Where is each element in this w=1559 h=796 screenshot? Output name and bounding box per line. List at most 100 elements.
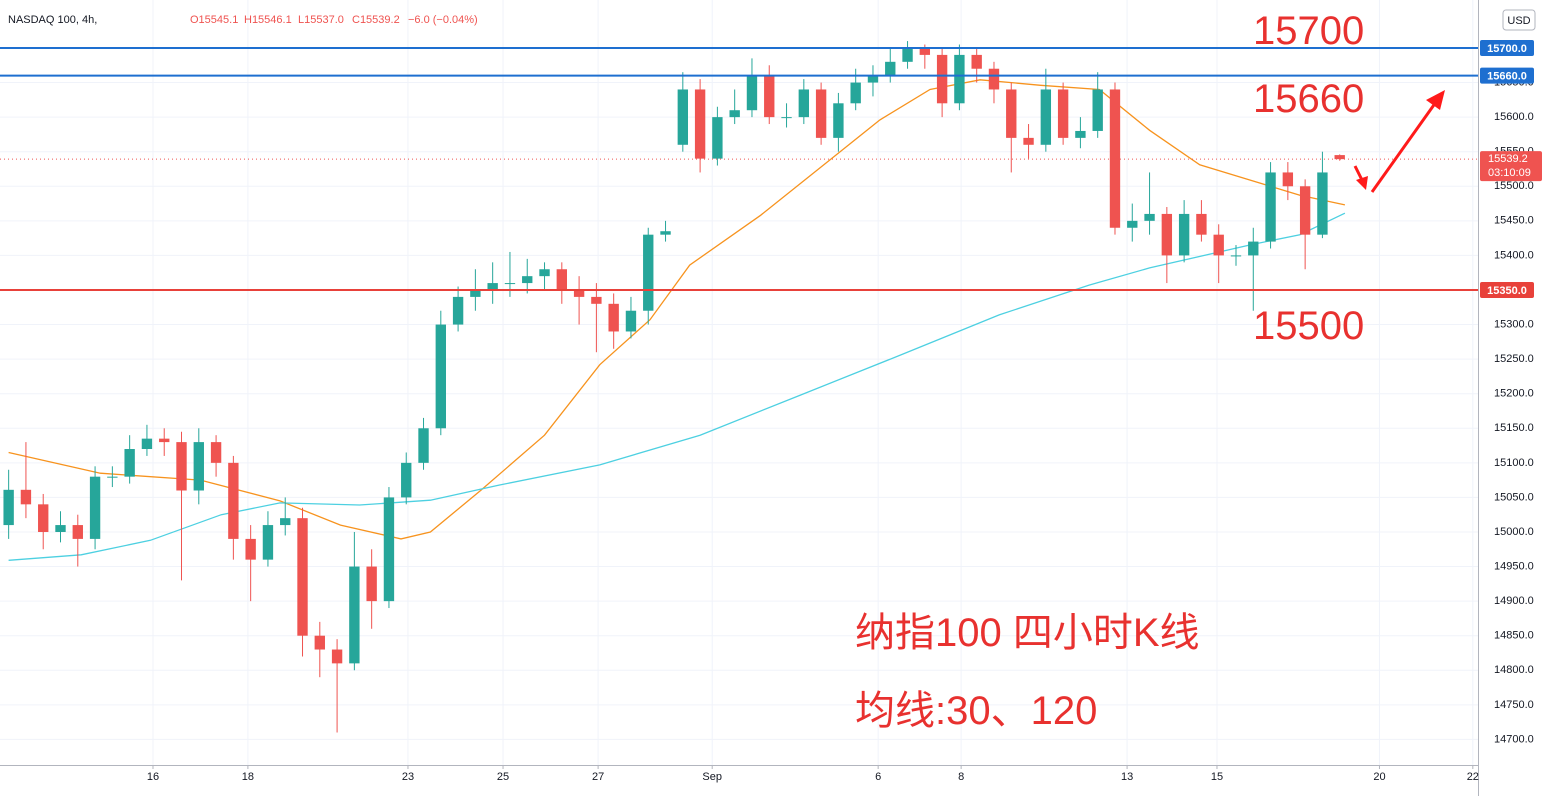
y-tick-label: 15250.0: [1494, 353, 1534, 365]
candle-body: [556, 269, 567, 290]
annotation: 15700: [1253, 9, 1364, 53]
candle-body: [1057, 89, 1069, 138]
y-tick-label: 15050.0: [1494, 491, 1534, 503]
candle-body: [107, 476, 118, 478]
candle-body: [159, 438, 170, 443]
candle-body: [349, 566, 360, 664]
currency[interactable]: USD: [1507, 15, 1530, 27]
candle-body: [452, 296, 464, 325]
annotation: 15500: [1253, 304, 1364, 348]
candle-body: [954, 54, 965, 104]
price-label-box: [1480, 67, 1534, 84]
candle-body: [988, 68, 1000, 90]
candle-body: [435, 324, 446, 429]
candle-body: [228, 462, 239, 539]
candle-body: [1282, 172, 1294, 187]
candle-body: [504, 283, 516, 285]
x-tick-label: 16: [147, 771, 159, 783]
y-tick-label: 15150.0: [1494, 422, 1534, 434]
arrows: [1353, 90, 1445, 193]
candle-body: [643, 234, 654, 311]
last-price-box: [1480, 151, 1542, 182]
candle-body: [314, 635, 325, 650]
x-tick-label: 22: [1467, 771, 1479, 783]
x-tick-label: 20: [1373, 771, 1385, 783]
y-tick-label: 14750.0: [1494, 699, 1534, 711]
candle-body: [850, 82, 861, 104]
candle-body: [193, 442, 204, 491]
price-label-box: [1480, 39, 1534, 56]
candle-body: [712, 117, 723, 159]
y-tick-label: 14850.0: [1494, 630, 1534, 642]
y-tick-label: 14800.0: [1494, 664, 1534, 676]
candle-body: [573, 289, 585, 297]
legend-open: O15545.1: [190, 14, 238, 26]
ohlc-legend: O15545.1 H15546.1 L15537.0 C15539.2 −6.0…: [190, 14, 478, 26]
y-tick-label: 15200.0: [1494, 388, 1534, 400]
y-tick-label: 15000.0: [1494, 526, 1534, 538]
price-label: 15350.0: [1487, 285, 1527, 297]
candle-body: [1109, 89, 1121, 228]
candle-body: [1161, 213, 1173, 256]
candle-body: [55, 525, 66, 532]
candle-body: [1075, 130, 1086, 138]
candle-body: [1213, 234, 1224, 256]
candle-body: [625, 310, 637, 332]
candle-body: [522, 276, 533, 284]
candle-body: [470, 289, 481, 297]
candle-body: [297, 518, 308, 636]
y-tick-label: 15100.0: [1494, 457, 1534, 469]
price-label-box: [1480, 281, 1534, 298]
candle-body: [1023, 137, 1034, 145]
candle-body: [833, 103, 844, 138]
candle-body: [210, 442, 222, 463]
y-tick-label: 14700.0: [1494, 733, 1534, 745]
countdown-label: 03:10:09: [1488, 167, 1531, 179]
y-tick-label: 15400.0: [1494, 249, 1534, 261]
candle-body: [1299, 186, 1311, 235]
legend-change: −6.0 (−0.04%): [408, 14, 478, 26]
candle-body: [1334, 155, 1345, 160]
candle-body: [694, 89, 706, 159]
candle-body: [1317, 172, 1328, 235]
candle-body: [1230, 255, 1242, 257]
candle-body: [20, 489, 32, 505]
annotation: 纳指100 四小时K线: [855, 611, 1200, 655]
candle-body: [418, 428, 429, 463]
x-tick-label: 23: [402, 771, 414, 783]
x-tick-label: Sep: [702, 771, 722, 783]
x-tick-label: 6: [875, 771, 881, 783]
moving-average-line: [8, 212, 1346, 561]
candle-body: [1196, 213, 1207, 235]
y-tick-label: 14900.0: [1494, 595, 1534, 607]
candle-body: [1144, 213, 1155, 221]
x-tick-label: 15: [1211, 771, 1223, 783]
candle-body: [971, 54, 982, 69]
legend-high: H15546.1: [244, 14, 292, 26]
x-tick-label: 27: [592, 771, 604, 783]
currency-box[interactable]: [1502, 9, 1536, 31]
candle-body: [781, 117, 792, 119]
legend-low: L15537.0: [298, 14, 344, 26]
candle-body: [539, 269, 550, 277]
legend-close: C15539.2: [352, 14, 400, 26]
candle-body: [280, 518, 291, 526]
grid: [0, 0, 1478, 765]
candle-body: [729, 110, 740, 118]
candle-body: [89, 476, 101, 539]
candle-body: [401, 462, 412, 498]
arrow-up: [1370, 101, 1438, 193]
last-price-label: 15539.2: [1488, 153, 1528, 165]
price-label: 15700.0: [1487, 43, 1527, 55]
x-tick-label: 25: [497, 771, 509, 783]
candle-body: [176, 442, 187, 491]
y-tick-label: 14950.0: [1494, 560, 1534, 572]
candle-body: [798, 89, 810, 118]
chart-title: NASDAQ 100, 4h,: [8, 14, 97, 26]
arrow-down: [1353, 165, 1364, 181]
candle-body: [487, 283, 498, 290]
